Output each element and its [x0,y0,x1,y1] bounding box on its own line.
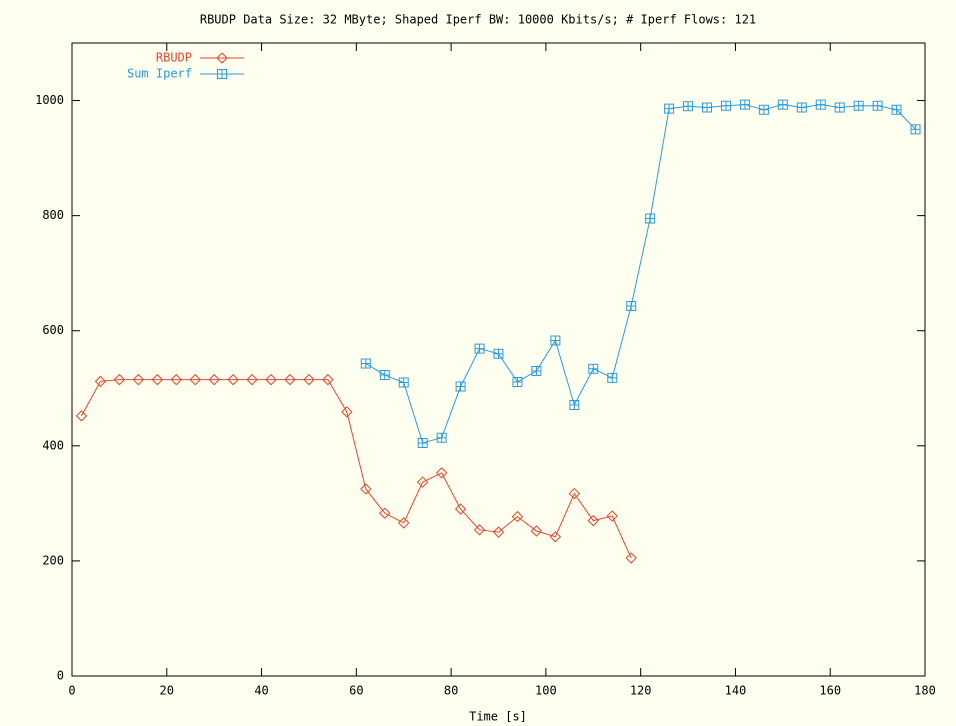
point [702,102,713,113]
point [75,410,88,422]
x-tick-label: 20 [160,684,174,698]
x-tick-label: 40 [254,684,268,698]
plot-frame [71,42,926,677]
point [454,503,467,515]
x-tick-label: 80 [444,684,458,698]
point [815,99,826,110]
point [796,102,807,113]
point [398,377,409,388]
point [531,366,542,377]
point [265,373,277,386]
y-tick-label: 600 [42,323,64,337]
point [303,373,315,386]
x-tick-label: 140 [725,684,747,698]
point [549,531,562,543]
point [512,376,523,387]
point [587,514,599,527]
point [739,99,750,110]
point [550,335,561,346]
point [379,370,390,381]
point [189,373,201,386]
legend-marker [216,52,228,64]
point [151,373,164,386]
point [664,103,675,114]
y-tick-label: 1000 [35,93,64,107]
point [398,517,410,529]
x-axis-label: Time [s] [469,710,527,724]
point [720,100,731,111]
point [132,373,145,386]
point [284,373,296,386]
chart-title: RBUDP Data Size: 32 MByte; Shaped Iperf … [200,13,756,27]
point [435,467,448,479]
point [227,373,239,386]
y-tick-label: 200 [42,553,64,567]
point [853,100,864,111]
point [246,373,258,386]
point [360,358,371,369]
x-tick-label: 60 [349,684,363,698]
point [341,406,353,418]
point [436,432,447,443]
x-tick-label: 100 [535,684,557,698]
point [910,124,921,135]
series-line [81,379,632,559]
point [511,510,524,523]
y-tick-label: 0 [57,669,64,683]
point [606,510,618,522]
point [625,552,637,564]
point [208,373,220,386]
y-tick-label: 400 [42,438,64,452]
point [455,381,466,392]
point [758,104,769,115]
point [626,300,637,311]
point [777,99,788,110]
y-tick-label: 800 [42,208,64,222]
point [379,507,391,519]
point [492,526,505,538]
point [473,524,486,536]
x-tick-label: 160 [819,684,841,698]
point [322,373,334,386]
legend-label: RBUDP [156,51,192,65]
point [474,343,485,354]
legend-marker [217,69,227,79]
point [872,100,883,111]
point [113,373,126,386]
point [493,348,504,359]
point [645,213,656,224]
legend-label: Sum Iperf [127,67,192,81]
point [588,363,599,374]
point [569,399,580,410]
point [607,372,618,383]
point [568,487,581,500]
x-tick-label: 180 [914,684,936,698]
point [94,375,107,388]
point [360,483,372,495]
point [683,101,694,112]
point [416,476,429,488]
x-tick-label: 0 [68,684,75,698]
point [891,104,902,115]
point [530,525,543,537]
x-tick-label: 120 [630,684,652,698]
point [417,437,428,448]
point [834,102,845,113]
point [170,373,182,386]
